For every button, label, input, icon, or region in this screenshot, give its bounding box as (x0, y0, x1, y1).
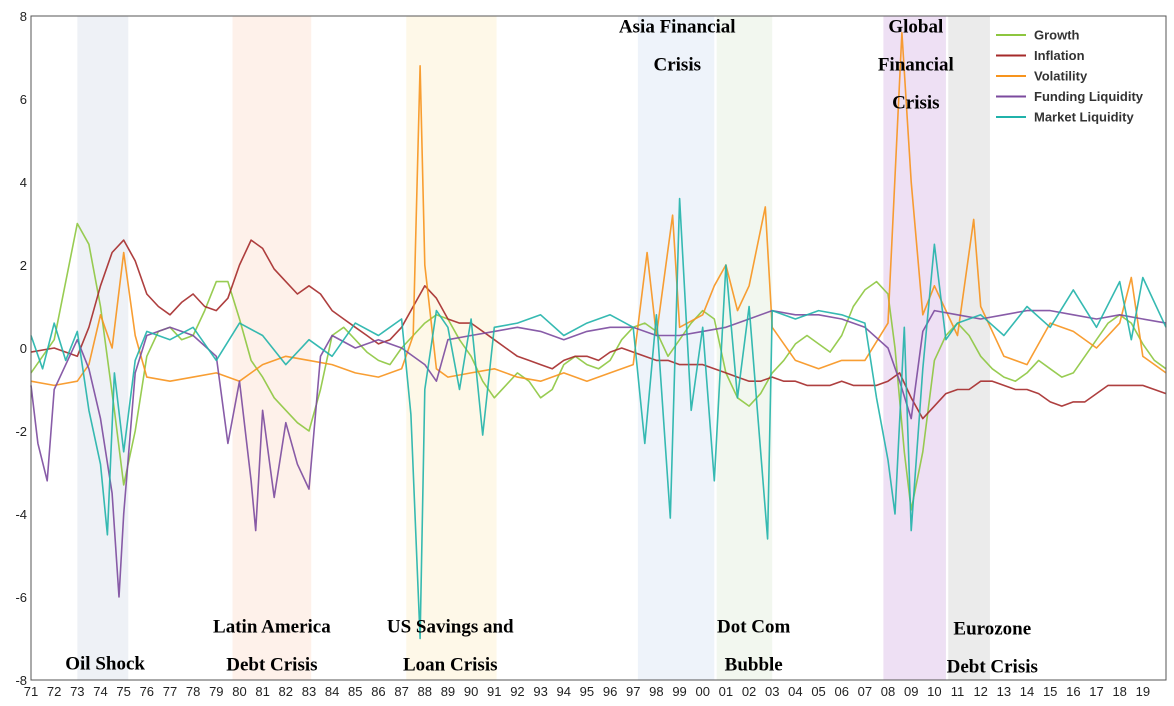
y-tick-label: -8 (15, 673, 27, 688)
x-tick-label: 85 (348, 684, 362, 699)
x-tick-label: 72 (47, 684, 61, 699)
legend: Growth Inflation Volatility Funding Liquidi… (990, 22, 1160, 130)
x-tick-label: 90 (464, 684, 478, 699)
y-tick-label: -4 (15, 507, 27, 522)
x-tick-label: 19 (1136, 684, 1150, 699)
x-tick-label: 94 (557, 684, 571, 699)
series-lines (30, 31, 1167, 640)
crisis-label: Crisis (892, 93, 940, 114)
crisis-labels: Oil Shock Latin America Debt Crisis US Savi… (65, 17, 1038, 678)
x-tick-label: 98 (649, 684, 663, 699)
y-tick-label: 6 (20, 92, 27, 107)
series-line-inflation (30, 239, 1167, 420)
crisis-label: Bubble (725, 654, 783, 675)
x-tick-label: 06 (834, 684, 848, 699)
x-tick-label: 86 (371, 684, 385, 699)
crisis-label: US Savings and (387, 616, 514, 637)
x-tick-label: 14 (1020, 684, 1034, 699)
x-tick-label: 84 (325, 684, 339, 699)
x-tick-label: 81 (255, 684, 269, 699)
legend-label: Inflation (1034, 48, 1085, 63)
y-tick-label: 4 (20, 175, 27, 190)
x-tick-label: 77 (163, 684, 177, 699)
crisis-label: Crisis (654, 55, 702, 76)
crisis-label: Global (888, 17, 943, 38)
x-tick-label: 11 (951, 684, 965, 699)
x-tick-label: 12 (973, 684, 987, 699)
x-tick-label: 17 (1089, 684, 1103, 699)
x-tick-label: 79 (209, 684, 223, 699)
crisis-label: Latin America (213, 616, 331, 637)
x-tick-label: 80 (232, 684, 246, 699)
series-line-market-liquidity (30, 197, 1167, 640)
x-tick-label: 89 (441, 684, 455, 699)
x-tick-label: 07 (858, 684, 872, 699)
y-tick-label: 2 (20, 258, 27, 273)
legend-label: Market Liquidity (1034, 110, 1134, 125)
crisis-label: Loan Crisis (403, 654, 498, 675)
x-tick-label: 08 (881, 684, 895, 699)
x-tick-label: 74 (93, 684, 107, 699)
series-line-volatility (30, 31, 1167, 387)
x-tick-label: 73 (70, 684, 84, 699)
x-tick-label: 00 (696, 684, 710, 699)
x-tick-label: 15 (1043, 684, 1057, 699)
x-tick-label: 04 (788, 684, 802, 699)
y-tick-label: 0 (20, 341, 27, 356)
x-tick-label: 88 (418, 684, 432, 699)
x-tick-label: 16 (1066, 684, 1080, 699)
crisis-label: Dot Com (717, 616, 791, 637)
x-tick-label: 92 (510, 684, 524, 699)
legend-label: Growth (1034, 28, 1080, 43)
legend-label: Funding Liquidity (1034, 89, 1144, 104)
x-tick-label: 91 (487, 684, 501, 699)
crisis-label: Asia Financial (619, 17, 736, 38)
crisis-label: Oil Shock (65, 654, 145, 675)
x-tick-label: 82 (279, 684, 293, 699)
x-tick-label: 02 (742, 684, 756, 699)
x-tick-label: 95 (580, 684, 594, 699)
crisis-bands (77, 16, 990, 680)
crisis-label: Debt Crisis (947, 656, 1038, 677)
x-tick-label: 05 (811, 684, 825, 699)
x-tick-label: 09 (904, 684, 918, 699)
x-tick-label: 10 (927, 684, 941, 699)
x-tick-label: 71 (24, 684, 38, 699)
x-tick-label: 87 (394, 684, 408, 699)
legend-label: Volatility (1034, 69, 1088, 84)
x-tick-label: 76 (140, 684, 154, 699)
crisis-label: Debt Crisis (226, 654, 317, 675)
x-tick-label: 99 (672, 684, 686, 699)
x-tick-label: 01 (719, 684, 733, 699)
x-tick-label: 83 (302, 684, 316, 699)
y-tick-label: 8 (20, 9, 27, 24)
x-tick-label: 18 (1112, 684, 1126, 699)
crisis-band-5 (883, 16, 946, 680)
x-tick-label: 96 (603, 684, 617, 699)
x-tick-label: 03 (765, 684, 779, 699)
plot-frame (30, 15, 1167, 681)
x-axis-ticks: 71 72 73 74 75 76 77 78 79 80 81 82 83 84 85 86 87 88 89 90… (24, 684, 1150, 699)
x-tick-label: 93 (533, 684, 547, 699)
x-tick-label: 78 (186, 684, 200, 699)
x-tick-label: 13 (997, 684, 1011, 699)
x-tick-label: 75 (116, 684, 130, 699)
crisis-band-6 (948, 16, 990, 680)
crisis-band-3 (637, 16, 715, 680)
y-tick-label: -2 (15, 424, 27, 439)
x-tick-label: 97 (626, 684, 640, 699)
y-tick-label: -6 (15, 590, 27, 605)
crisis-label: Eurozone (953, 618, 1031, 639)
y-axis-ticks: -8 -6 -4 -2 0 2 4 6 8 (15, 9, 27, 688)
crisis-label: Financial (878, 55, 954, 76)
